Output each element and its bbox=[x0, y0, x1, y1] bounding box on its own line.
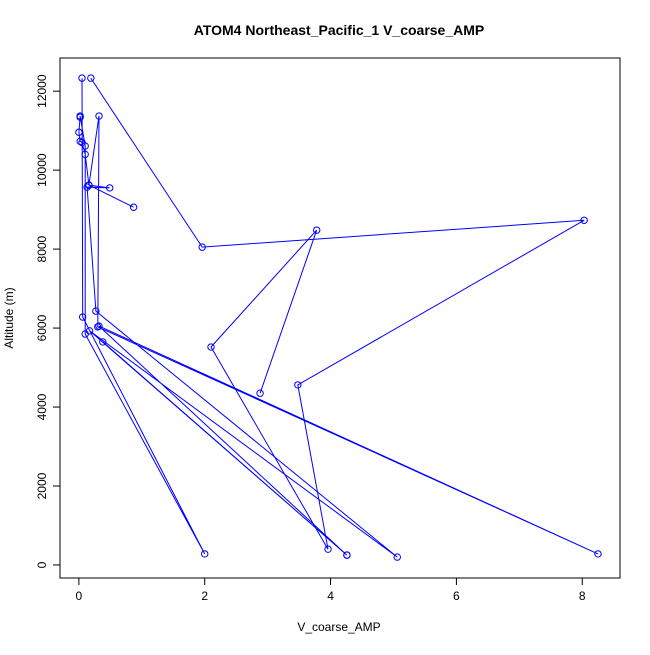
data-point bbox=[201, 550, 209, 558]
y-tick-label: 8000 bbox=[35, 235, 49, 262]
plot-frame bbox=[59, 57, 621, 579]
data-point bbox=[256, 389, 264, 397]
y-axis-label: Altitude (m) bbox=[2, 287, 16, 348]
y-tick-label: 0 bbox=[35, 561, 49, 568]
x-tick-label: 6 bbox=[453, 589, 460, 603]
y-tick-label: 4000 bbox=[35, 393, 49, 420]
data-point bbox=[85, 181, 93, 189]
data-series bbox=[75, 74, 602, 561]
data-point bbox=[83, 183, 91, 191]
y-axis: 0 2000 4000 6000 8000 10000 12000 bbox=[35, 74, 61, 568]
data-point bbox=[78, 74, 86, 82]
data-point bbox=[207, 343, 215, 351]
data-point bbox=[580, 216, 588, 224]
data-point bbox=[87, 74, 95, 82]
data-point bbox=[393, 553, 401, 561]
y-tick-label: 12000 bbox=[35, 74, 49, 108]
data-point bbox=[78, 313, 87, 321]
x-tick-label: 2 bbox=[201, 589, 208, 603]
y-tick-label: 10000 bbox=[35, 153, 49, 187]
data-point bbox=[129, 203, 138, 211]
series-line bbox=[78, 78, 599, 558]
data-point bbox=[594, 550, 602, 558]
data-point bbox=[95, 322, 103, 330]
data-point bbox=[324, 545, 332, 553]
data-point bbox=[78, 138, 86, 147]
x-tick-label: 4 bbox=[327, 589, 334, 603]
x-tick-label: 8 bbox=[579, 589, 586, 603]
data-point bbox=[95, 112, 103, 120]
data-point bbox=[99, 338, 107, 346]
chart-title: ATOM4 Northeast_Pacific_1 V_coarse_AMP bbox=[194, 22, 485, 38]
data-point bbox=[198, 243, 206, 251]
data-point bbox=[75, 128, 83, 136]
series-line bbox=[90, 77, 585, 550]
data-point bbox=[313, 226, 321, 234]
x-axis-label: V_coarse_AMP bbox=[297, 620, 380, 634]
data-point bbox=[76, 137, 84, 146]
x-tick-label: 0 bbox=[76, 589, 83, 603]
data-point bbox=[76, 113, 84, 121]
data-point bbox=[106, 184, 114, 192]
data-point bbox=[85, 327, 94, 335]
data-point bbox=[343, 551, 351, 559]
data-point bbox=[81, 150, 89, 159]
y-tick-label: 6000 bbox=[35, 314, 49, 341]
y-tick-label: 2000 bbox=[35, 472, 49, 499]
data-point bbox=[294, 381, 302, 389]
x-axis: 0 2 4 6 8 bbox=[76, 577, 586, 603]
data-point bbox=[94, 323, 102, 331]
data-point bbox=[92, 307, 100, 315]
